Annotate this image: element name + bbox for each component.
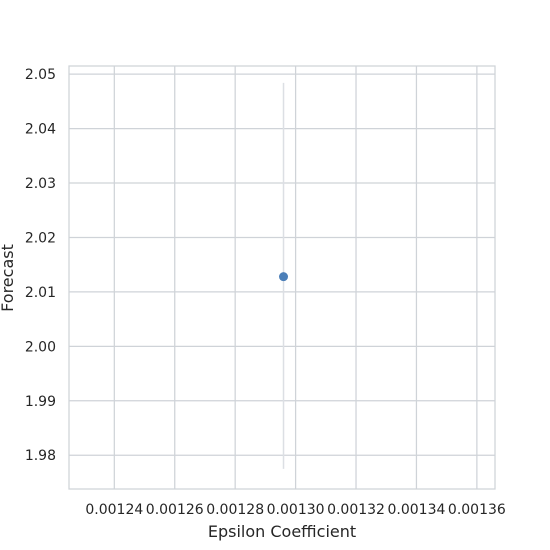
y-axis-label: Forecast bbox=[0, 244, 17, 312]
y-tick-label: 2.05 bbox=[25, 67, 56, 83]
x-axis-label: Epsilon Coefficient bbox=[208, 522, 356, 541]
y-tick-label: 1.99 bbox=[25, 394, 56, 410]
y-tick-label: 2.02 bbox=[25, 230, 56, 246]
points bbox=[279, 272, 289, 282]
x-tick-label: 0.00134 bbox=[387, 502, 445, 518]
data-point bbox=[279, 272, 289, 282]
grid bbox=[69, 66, 495, 489]
y-tick-label: 2.01 bbox=[25, 285, 56, 301]
y-tick-label: 2.00 bbox=[25, 339, 56, 355]
y-tick-labels: 1.98 1.99 2.00 2.01 2.02 2.03 2.04 2.05 bbox=[25, 67, 56, 464]
x-tick-label: 0.00126 bbox=[146, 502, 204, 518]
x-tick-label: 0.00132 bbox=[327, 502, 385, 518]
x-tick-label: 0.00136 bbox=[448, 502, 506, 518]
y-tick-label: 1.98 bbox=[25, 448, 56, 464]
y-tick-label: 2.03 bbox=[25, 176, 56, 192]
x-tick-labels: 0.00124 0.00126 0.00128 0.00130 0.00132 0.001… bbox=[85, 502, 506, 518]
plot-frame bbox=[68, 65, 496, 490]
y-tick-label: 2.04 bbox=[25, 122, 56, 138]
x-tick-label: 0.00128 bbox=[206, 502, 264, 518]
x-tick-label: 0.00130 bbox=[267, 502, 325, 518]
x-tick-label: 0.00124 bbox=[85, 502, 143, 518]
